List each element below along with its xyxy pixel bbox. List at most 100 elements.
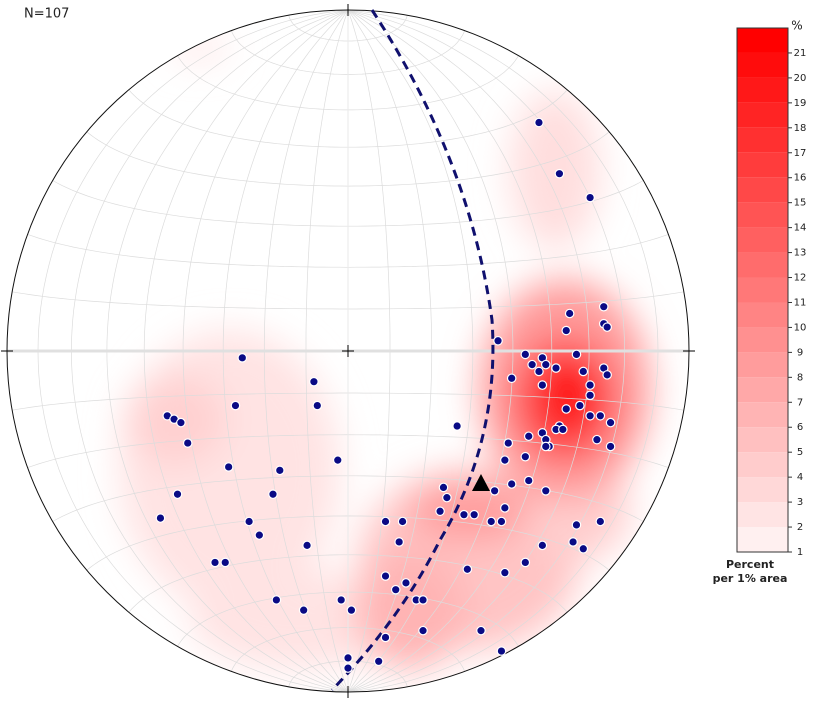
colorbar-tick-label: 17 [794,148,807,159]
colorbar-tick-label: 8 [797,372,803,383]
pole-point [568,537,578,547]
colorbar-band [737,252,788,278]
colorbar-band [737,227,788,253]
pole-point [476,625,486,636]
colorbar-tick-label: 16 [794,173,807,184]
pole-point [312,400,323,411]
pole-point [343,653,353,663]
colorbar-tick-label: 21 [794,48,807,59]
pole-point [575,400,585,411]
pole-point [500,455,510,465]
pole-point [605,417,616,428]
pole-point [438,482,449,493]
pole-point [585,390,595,401]
pole-point [561,404,572,414]
colorbar-tick-label: 18 [794,123,807,134]
pole-point [540,359,551,370]
colorbar-band [737,277,788,303]
pole-point [605,441,616,452]
colorbar-band [737,102,788,128]
pole-point [155,513,166,523]
pole-point [390,584,401,595]
pole-point [561,325,572,336]
pole-point [520,451,531,462]
pole-point [523,431,534,442]
pole-point [540,441,551,452]
colorbar-unit: % [791,19,802,33]
pole-point [500,503,510,513]
pole-point [271,595,282,605]
pole-point [244,516,254,527]
pole-point [506,373,517,384]
pole-point [210,557,220,568]
pole-point [302,540,312,551]
colorbar-band [737,202,788,228]
pole-point [336,595,346,605]
pole-point [540,486,551,496]
pole-point [380,516,391,527]
pole-point [598,301,609,312]
pole-point [298,605,309,615]
pole-point [537,540,548,551]
colorbar-band [737,377,788,403]
colorbar-tick-label: 14 [794,223,807,234]
pole-point [554,168,565,179]
pole-point [223,462,234,472]
pole-point [268,489,278,500]
colorbar-band [737,28,788,53]
pole-point [520,349,531,360]
pole-point [500,567,510,578]
pole-point [523,475,534,486]
pole-point [585,192,595,203]
pole-point [571,520,582,530]
colorbar-tick-label: 6 [797,422,803,433]
pole-point [462,564,473,575]
pole-point [493,335,503,346]
pole-point [585,410,595,421]
colorbar-tick-label: 10 [794,322,807,333]
colorbar-band [737,477,788,503]
colorbar-band [737,352,788,378]
colorbar-frame [736,27,789,553]
pole-point [489,486,500,496]
colorbar-tick-label: 1 [797,547,803,558]
pole-point [274,465,285,476]
colorbar-tick-label: 19 [794,98,807,109]
pole-point [380,571,391,581]
pole-point [459,509,469,520]
pole-point [571,349,582,360]
colorbar-tick-label: 4 [797,472,803,483]
colorbar-band [737,427,788,453]
pole-point [373,656,384,667]
pole-point [230,400,241,411]
colorbar-tick-label: 13 [794,248,807,259]
mean-marker [471,473,490,491]
colorbar-band [737,177,788,203]
pole-point [486,516,497,527]
colorbar-tick-label: 2 [797,522,803,533]
pole-point [343,663,353,673]
pole-point [469,509,479,520]
colorbar-tick-label: 11 [794,297,807,308]
pole-point [346,605,357,615]
pole-point [578,366,589,377]
sample-count: N=107 [24,7,69,22]
pole-point [506,479,517,489]
pole-point [592,434,602,445]
pole-point [602,322,612,332]
pole-point [534,117,544,128]
colorbar-band [737,52,788,78]
pole-point [534,366,544,377]
pole-point [578,543,589,554]
colorbar-band [737,152,788,178]
pole-point [452,421,462,431]
pole-point [254,530,265,540]
pole-point [172,489,183,500]
pole-point [394,537,404,547]
colorbar-tick-label: 9 [797,347,803,358]
colorbar-band [737,327,788,353]
pole-point [558,424,568,435]
pole-point [496,516,507,527]
colorbar-tick-label: 15 [794,198,807,209]
